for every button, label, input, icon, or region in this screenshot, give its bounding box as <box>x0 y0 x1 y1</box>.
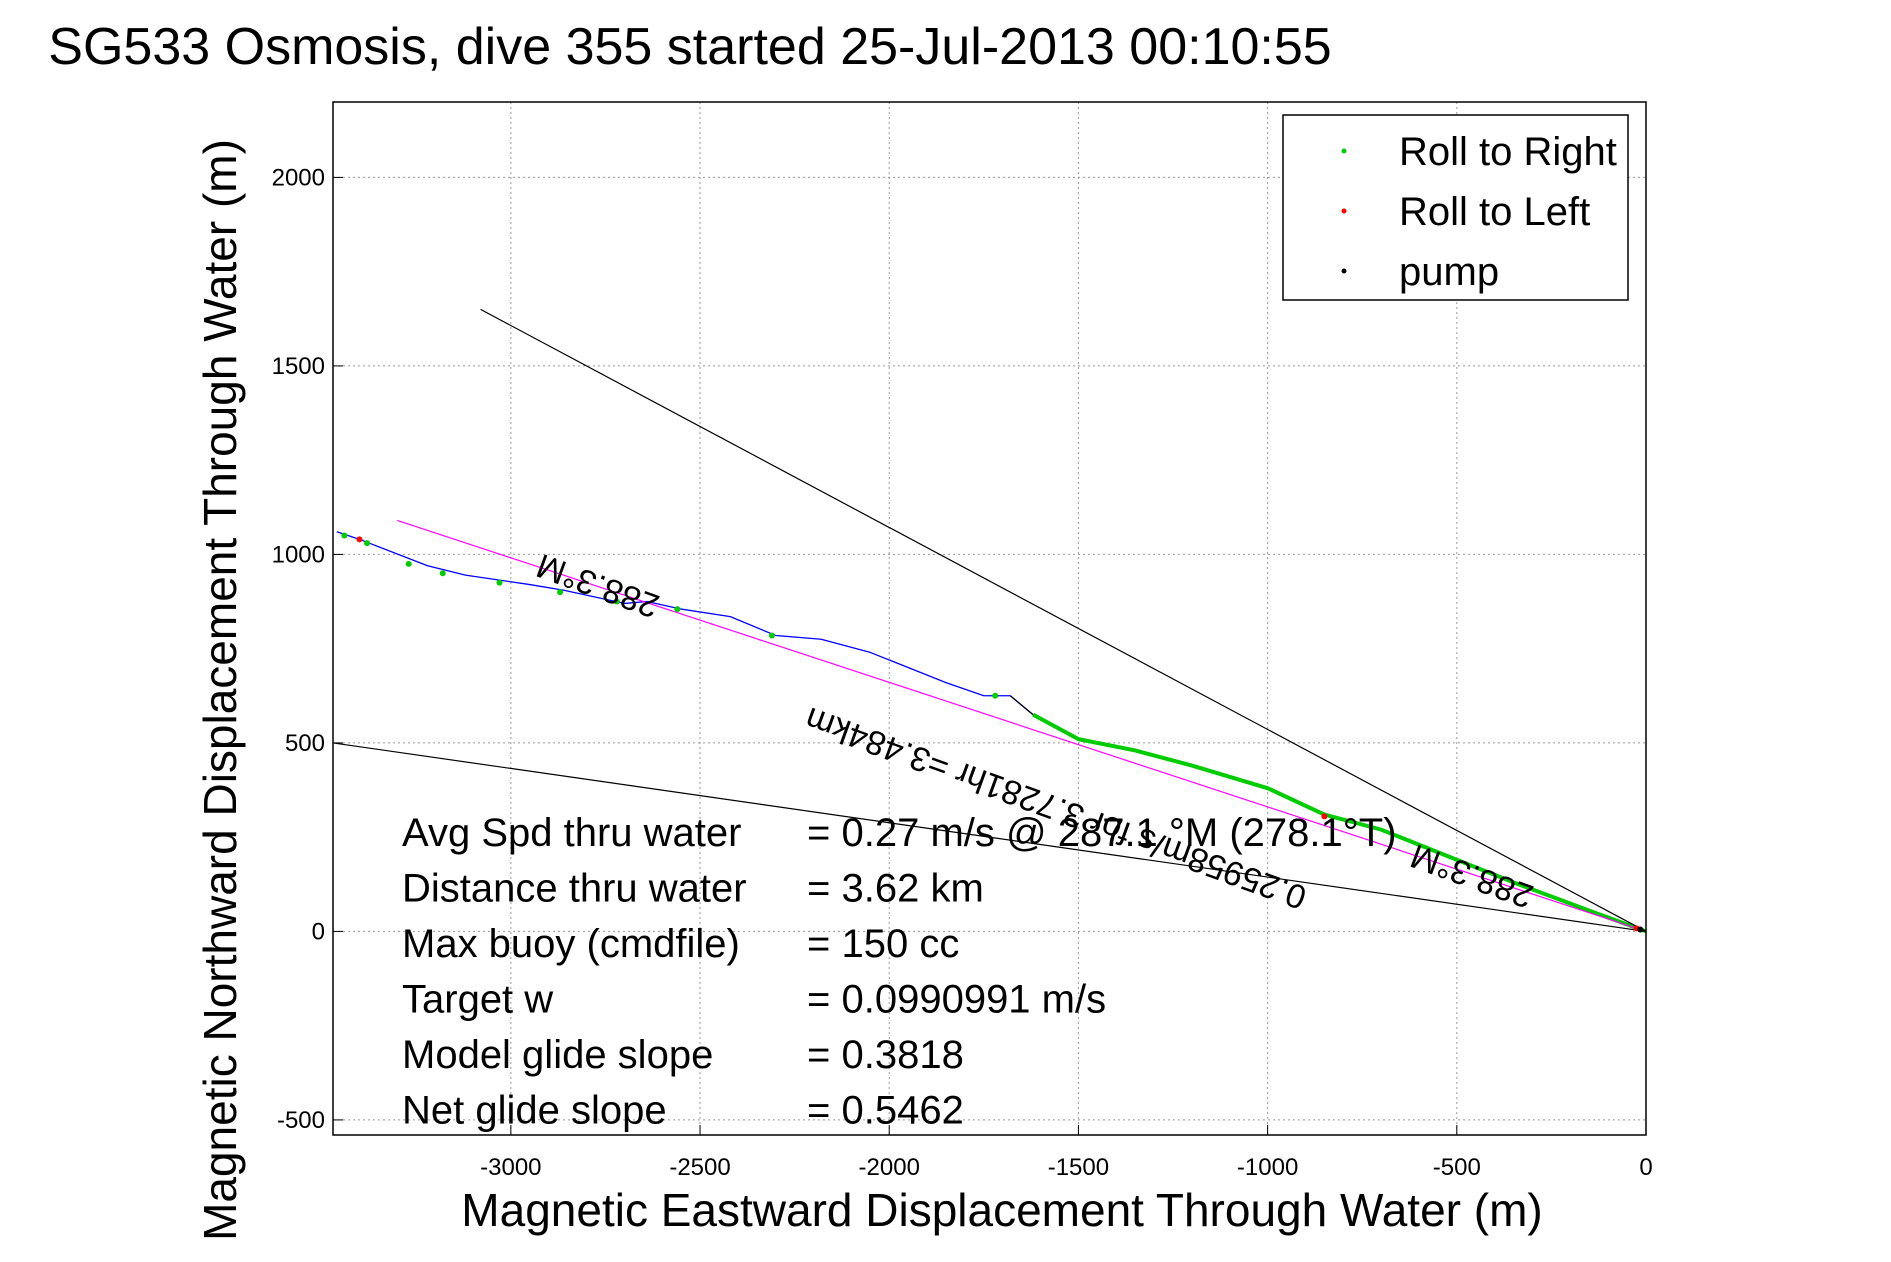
data-point <box>557 589 564 596</box>
x-tick-label: -2000 <box>859 1154 920 1181</box>
y-axis-label: Magnetic Northward Displacement Through … <box>194 139 246 1241</box>
data-point <box>674 606 681 613</box>
data-point <box>992 692 999 699</box>
stats-block: Avg Spd thru water = 0.27 m/s @ 287.1 °M … <box>402 811 1397 1133</box>
data-point <box>496 579 503 586</box>
y-tick-label: 1500 <box>272 353 325 380</box>
plot-frame <box>332 101 1647 1136</box>
data-point <box>439 570 446 577</box>
legend-marker <box>1341 268 1347 274</box>
x-tick-label: 0 <box>1639 1154 1652 1181</box>
stat-label: Max buoy (cmdfile) <box>402 922 740 966</box>
stat-value: = 3.62 km <box>807 867 984 911</box>
stat-label: Distance thru water <box>402 867 747 911</box>
series-line-4 <box>397 519 1647 932</box>
data-point <box>341 532 348 539</box>
legend-label: Roll to Right <box>1399 130 1617 174</box>
legend-box <box>1282 114 1629 301</box>
stat-value: = 0.5462 <box>807 1089 964 1133</box>
data-point <box>1637 926 1644 933</box>
x-tick-label: -2500 <box>669 1154 730 1181</box>
y-tick-label: 2000 <box>272 164 325 191</box>
stat-value: = 0.27 m/s @ 287.1 °M (278.1°T) <box>807 811 1397 855</box>
tick-labels: -3000 -2500 -2000 -1500 -1000 -500 0 -500 0 500 10… <box>272 164 1653 1181</box>
x-tick-label: -1000 <box>1237 1154 1298 1181</box>
data-point <box>364 540 371 547</box>
series-line-3 <box>1009 695 1034 716</box>
data-point <box>613 598 620 605</box>
x-tick-label: -1500 <box>1048 1154 1109 1181</box>
legend-marker <box>1341 148 1347 154</box>
series-line-5 <box>480 308 1647 932</box>
data-point <box>768 632 775 639</box>
point-markers <box>341 532 1644 933</box>
y-tick-label: 500 <box>285 730 325 757</box>
x-tick-label: -3000 <box>480 1154 541 1181</box>
x-tick-label: -500 <box>1433 1154 1481 1181</box>
legend-label: pump <box>1399 250 1499 294</box>
y-tick-label: 0 <box>312 918 325 945</box>
data-point <box>405 560 412 567</box>
legend-label: Roll to Left <box>1399 190 1590 234</box>
x-axis-label: Magnetic Eastward Displacement Through W… <box>461 1184 1542 1236</box>
chart-title: SG533 Osmosis, dive 355 started 25-Jul-2… <box>48 18 1331 76</box>
data-point <box>1321 813 1328 820</box>
stat-label: Model glide slope <box>402 1033 713 1077</box>
stat-label: Target w <box>402 978 553 1022</box>
series-line-6 <box>332 742 1647 933</box>
stat-value: = 0.0990991 m/s <box>807 978 1106 1022</box>
legend: Roll to Right Roll to Left pump <box>1282 114 1629 301</box>
data-point <box>356 536 363 543</box>
stat-label: Net glide slope <box>402 1089 667 1133</box>
legend-marker <box>1341 208 1347 214</box>
y-tick-label: -500 <box>277 1107 325 1134</box>
stat-value: = 150 cc <box>807 922 959 966</box>
stat-value: = 0.3818 <box>807 1033 964 1077</box>
stat-label: Avg Spd thru water <box>402 811 741 855</box>
y-tick-label: 1000 <box>272 541 325 568</box>
